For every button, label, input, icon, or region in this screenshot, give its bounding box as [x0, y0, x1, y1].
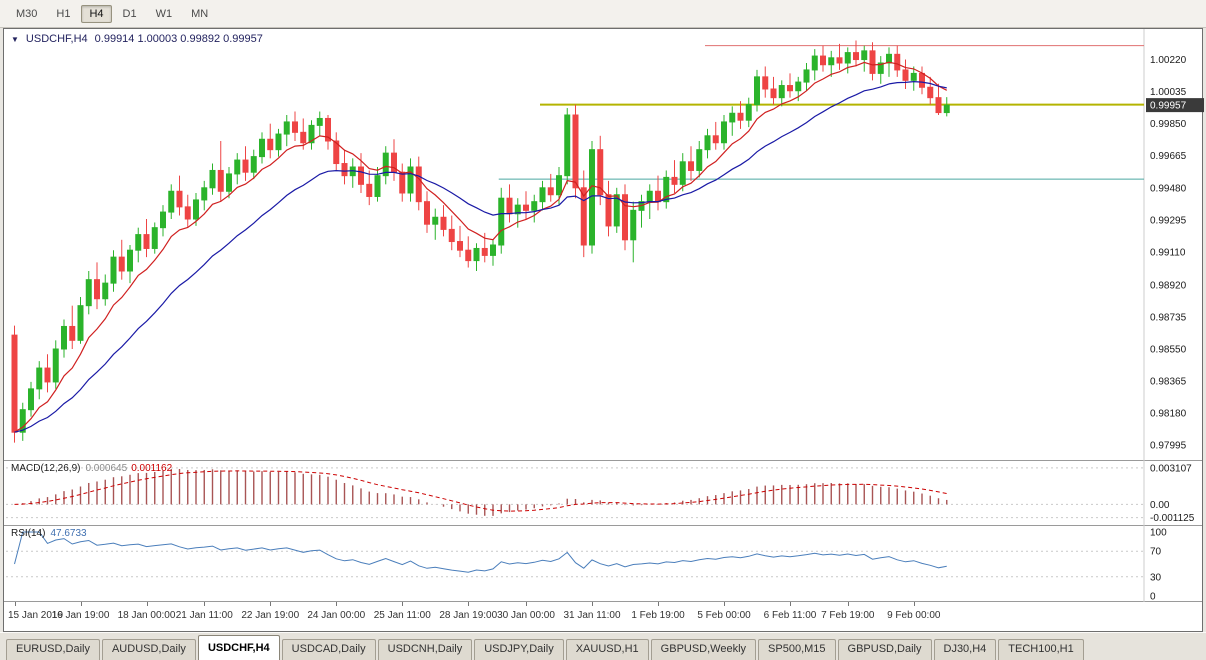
- time-tick-mark: [913, 602, 915, 606]
- chart-tab-sp500-m15[interactable]: SP500,M15: [758, 639, 836, 660]
- time-tick-mark: [146, 602, 148, 606]
- rsi-panel[interactable]: 100 70 30 0 RSI(14) 47.6733: [4, 526, 1202, 602]
- svg-text:0.003107: 0.003107: [1150, 463, 1192, 474]
- time-tick-mark: [592, 602, 593, 606]
- time-axis-label: 30 Jan 00:00: [497, 610, 555, 621]
- macd-canvas[interactable]: 0.003107 0.00 -0.001125: [4, 461, 1204, 526]
- time-tick-mark: [336, 602, 338, 606]
- chart-tab-dj30-h4[interactable]: DJ30,H4: [933, 639, 997, 660]
- chart-tab-audusd-daily[interactable]: AUDUSD,Daily: [101, 639, 196, 660]
- svg-text:0: 0: [1150, 592, 1156, 603]
- chart-tabs: EURUSD,Daily AUDUSD,Daily USDCHF,H4 USDCAD,…: [0, 632, 1206, 660]
- timeframe-button-mn[interactable]: MN: [191, 7, 209, 20]
- price-axis-labels: 1.00220 1.00035 0.99850 0.99665 0.99480 0.992…: [1150, 55, 1187, 452]
- chart-tab-gbpusd-weekly[interactable]: GBPUSD,Weekly: [650, 639, 757, 660]
- svg-text:-0.001125: -0.001125: [1150, 513, 1195, 524]
- time-axis-label: 1 Feb 19:00: [631, 610, 685, 621]
- chart-tab-xauusd-h1[interactable]: XAUUSD,H1: [565, 639, 649, 660]
- time-tick-mark: [847, 602, 849, 606]
- timeframe-button-w1[interactable]: W1: [155, 7, 173, 20]
- time-axis-label: 15 Jan 2019: [8, 610, 64, 621]
- svg-text:100: 100: [1150, 528, 1167, 539]
- chart-tab-usdcnh-daily[interactable]: USDCNH,Daily: [377, 639, 473, 660]
- svg-text:0.00: 0.00: [1150, 500, 1170, 511]
- svg-text:0.98920: 0.98920: [1150, 280, 1187, 291]
- time-axis-label: 9 Feb 00:00: [887, 610, 941, 621]
- time-tick-mark: [468, 602, 470, 606]
- svg-text:0.98550: 0.98550: [1150, 345, 1187, 356]
- time-tick-mark: [270, 602, 272, 606]
- time-axis-label: 31 Jan 11:00: [563, 610, 621, 621]
- time-tick-mark: [658, 602, 659, 606]
- time-axis[interactable]: 15 Jan 2019 16 Jan 19:00 18 Jan 00:00 21 Ja…: [4, 602, 1202, 631]
- svg-text:0.98735: 0.98735: [1150, 312, 1187, 323]
- timeframe-button-d1[interactable]: D1: [122, 7, 137, 20]
- chart-tab-tech100-h1[interactable]: TECH100,H1: [998, 639, 1084, 660]
- current-price-badge: 0.99957: [1146, 98, 1204, 113]
- time-axis-label: 25 Jan 11:00: [373, 610, 431, 621]
- rsi-canvas[interactable]: 100 70 30 0: [4, 526, 1204, 602]
- time-tick-mark: [790, 602, 791, 606]
- main-chart-canvas[interactable]: 1.00220 1.00035 0.99850 0.99665 0.99480 0.992…: [4, 29, 1204, 461]
- timeframe-button-h1[interactable]: H1: [56, 7, 71, 20]
- time-axis-label: 6 Feb 11:00: [763, 610, 817, 621]
- chart-window: 1.00220 1.00035 0.99850 0.99665 0.99480 0.992…: [3, 28, 1204, 632]
- macd-histogram: [22, 468, 948, 516]
- svg-text:1.00220: 1.00220: [1150, 55, 1187, 66]
- chart-tab-eurusd-daily[interactable]: EURUSD,Daily: [6, 639, 100, 660]
- svg-text:0.99295: 0.99295: [1150, 215, 1187, 226]
- time-tick-mark: [204, 602, 206, 606]
- svg-text:0.99110: 0.99110: [1150, 247, 1186, 258]
- chart-tab-usdchf-h4[interactable]: USDCHF,H4: [197, 635, 280, 660]
- time-tick-mark: [14, 602, 16, 606]
- timeframe-button-m30[interactable]: M30: [16, 7, 38, 20]
- chart-tab-gbpusd-daily[interactable]: GBPUSD,Daily: [837, 639, 932, 660]
- time-tick-mark: [724, 602, 725, 606]
- svg-text:0.99850: 0.99850: [1150, 119, 1187, 130]
- svg-text:1.00035: 1.00035: [1150, 87, 1187, 98]
- candles-layer: [11, 40, 950, 443]
- moving-averages-layer: [14, 61, 948, 433]
- svg-text:0.98365: 0.98365: [1150, 377, 1187, 388]
- svg-text:0.97995: 0.97995: [1150, 441, 1187, 452]
- time-axis-label: 21 Jan 11:00: [175, 610, 233, 621]
- rsi-axis-labels: 100 70 30 0: [1150, 528, 1167, 603]
- macd-signal-line: [14, 470, 947, 512]
- timeframe-toolbar: M30 H1 H4 D1 W1 MN: [0, 0, 1206, 28]
- horizontal-level-lines[interactable]: [498, 45, 1144, 180]
- svg-text:0.98180: 0.98180: [1150, 409, 1187, 420]
- time-tick-mark: [526, 602, 527, 606]
- time-axis-label: 7 Feb 19:00: [821, 610, 875, 621]
- time-axis-label: 5 Feb 00:00: [697, 610, 751, 621]
- svg-text:70: 70: [1150, 547, 1162, 558]
- timeframe-button-h4[interactable]: H4: [81, 4, 112, 23]
- rsi-levels: [6, 550, 1144, 578]
- time-axis-label: 22 Jan 19:00: [241, 610, 300, 621]
- macd-gridlines: 0.003107 0.00 -0.001125: [6, 463, 1195, 524]
- chart-tab-usdjpy-daily[interactable]: USDJPY,Daily: [474, 639, 564, 660]
- svg-text:0.99957: 0.99957: [1150, 101, 1187, 112]
- time-axis-label: 28 Jan 19:00: [439, 610, 498, 621]
- macd-panel[interactable]: 0.003107 0.00 -0.001125 MACD(12,26,9) 0.000…: [4, 461, 1202, 526]
- svg-text:30: 30: [1150, 572, 1162, 583]
- time-tick-mark: [402, 602, 404, 606]
- time-axis-label: 24 Jan 00:00: [307, 610, 366, 621]
- svg-text:0.99480: 0.99480: [1150, 183, 1187, 194]
- main-chart-panel[interactable]: 1.00220 1.00035 0.99850 0.99665 0.99480 0.992…: [4, 29, 1204, 461]
- time-axis-label: 18 Jan 00:00: [117, 610, 176, 621]
- time-tick-mark: [80, 602, 82, 606]
- time-axis-label: 16 Jan 19:00: [51, 610, 110, 621]
- chart-tab-usdcad-daily[interactable]: USDCAD,Daily: [281, 639, 376, 660]
- rsi-line: [14, 531, 947, 573]
- svg-text:0.99665: 0.99665: [1150, 151, 1187, 162]
